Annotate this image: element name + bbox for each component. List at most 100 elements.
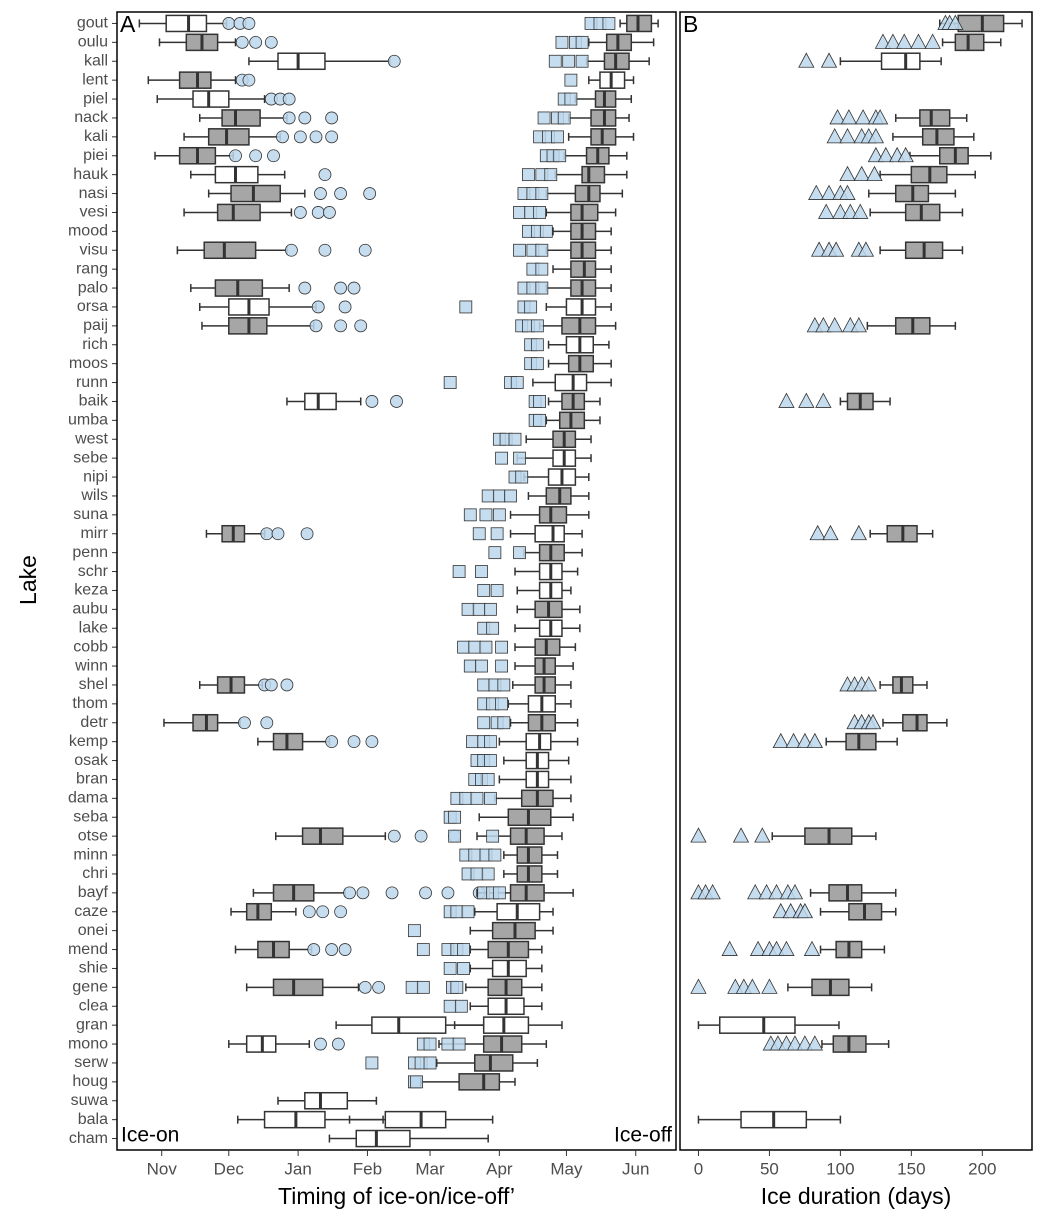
outlier — [242, 73, 256, 87]
outlier — [704, 884, 721, 900]
outlier — [495, 451, 508, 465]
box — [581, 165, 606, 184]
y-tick-label: bran — [76, 771, 108, 788]
outlier — [260, 716, 274, 730]
outlier — [806, 732, 824, 749]
outlier — [513, 546, 526, 560]
outlier — [840, 109, 858, 125]
outlier — [314, 1037, 327, 1051]
outlier — [331, 1037, 345, 1051]
outlier — [754, 827, 771, 843]
outlier — [761, 978, 778, 994]
y-tick-label: palo — [78, 279, 108, 296]
outlier — [548, 54, 562, 68]
outlier — [820, 184, 838, 200]
outlier — [575, 35, 589, 49]
outlier — [535, 243, 549, 257]
outlier — [343, 886, 356, 900]
box — [828, 884, 863, 902]
outlier — [414, 829, 428, 843]
outlier — [486, 829, 500, 843]
outlier — [778, 392, 795, 408]
outlier — [884, 33, 902, 49]
outlier — [293, 206, 307, 219]
outlier — [864, 713, 882, 730]
outlier — [448, 829, 462, 843]
outlier — [810, 241, 828, 257]
y-tick-label: lent — [82, 71, 108, 88]
box — [474, 1054, 514, 1072]
x-tick-label: Nov — [147, 1159, 178, 1178]
outlier — [334, 187, 348, 200]
outlier — [867, 146, 885, 163]
outlier — [852, 203, 869, 219]
outlier — [293, 130, 307, 144]
outlier — [235, 35, 249, 49]
outlier — [307, 943, 321, 956]
y-tick-label: kall — [84, 52, 108, 69]
y-tick-label: nasi — [79, 185, 108, 202]
outlier — [316, 905, 330, 919]
outlier — [768, 940, 785, 956]
outlier — [510, 376, 524, 389]
outlier — [530, 319, 544, 333]
outlier — [826, 317, 843, 333]
y-tick-label: otse — [78, 827, 108, 844]
outlier — [522, 168, 535, 182]
y-tick-label: seba — [73, 808, 108, 825]
outlier — [365, 1056, 379, 1070]
outlier — [358, 980, 372, 994]
outlier — [457, 943, 470, 956]
box — [216, 203, 261, 222]
x-tick-label: Jun — [622, 1159, 649, 1178]
box — [554, 373, 588, 392]
outlier — [497, 678, 511, 692]
y-tick-label: mirr — [80, 525, 108, 542]
outlier — [530, 338, 544, 352]
outlier — [867, 128, 885, 144]
outlier — [452, 565, 466, 578]
outlier — [562, 54, 576, 68]
y-tick-label: houg — [72, 1073, 108, 1090]
outlier — [468, 848, 482, 862]
outlier — [452, 1037, 466, 1051]
outlier — [798, 392, 815, 408]
outlier — [282, 92, 296, 106]
y-tick-label: dama — [68, 790, 108, 807]
x-tick-label: 150 — [897, 1159, 925, 1178]
outlier — [853, 165, 870, 182]
box — [221, 109, 261, 127]
box — [355, 1129, 411, 1148]
outlier — [311, 206, 325, 219]
y-tick-label: kali — [84, 128, 108, 145]
outlier — [249, 35, 263, 49]
y-tick-label: serw — [74, 1054, 108, 1071]
outlier — [407, 924, 421, 938]
outlier — [896, 33, 913, 49]
outlier — [260, 527, 274, 541]
outlier — [504, 489, 517, 503]
outlier — [537, 111, 551, 125]
outlier — [826, 128, 843, 144]
outlier — [721, 940, 738, 956]
outlier — [877, 146, 894, 163]
outlier — [264, 35, 278, 49]
y-tick-label: west — [74, 430, 108, 447]
y-tick-label: wils — [80, 487, 108, 504]
outlier — [484, 791, 497, 805]
outlier — [457, 962, 470, 975]
outlier — [524, 300, 538, 314]
x-tick-label: 0 — [694, 1159, 703, 1178]
y-tick-label: penn — [72, 544, 108, 561]
outlier — [796, 902, 814, 919]
outlier — [387, 829, 401, 843]
y-tick-label: piei — [83, 147, 108, 164]
outlier — [842, 203, 859, 219]
outlier — [492, 489, 506, 503]
outlier — [325, 111, 339, 125]
outlier — [860, 676, 877, 692]
outlier — [347, 735, 361, 749]
outlier — [539, 224, 553, 238]
box — [277, 52, 326, 71]
